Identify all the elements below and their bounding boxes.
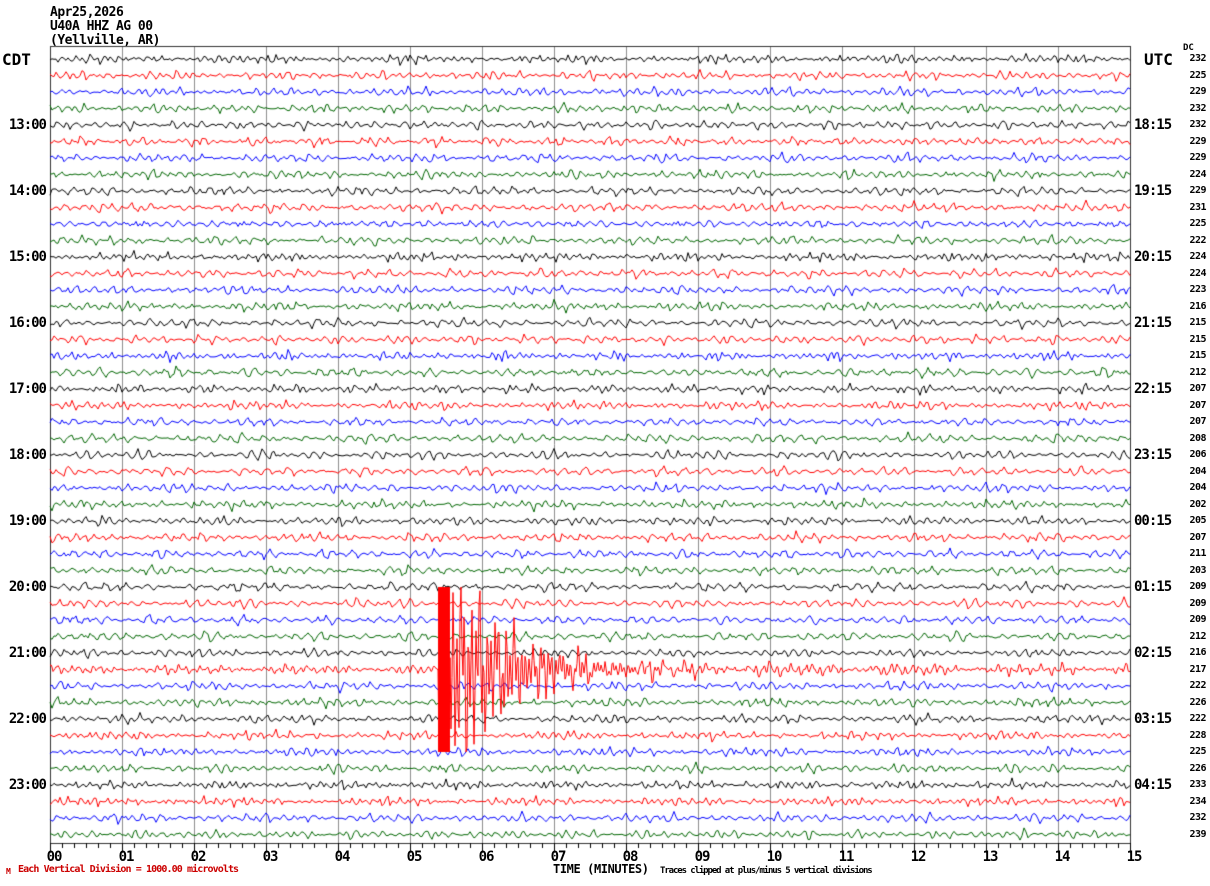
dc-value: 216 (1189, 300, 1206, 312)
x-tick-label: 02 (190, 849, 207, 865)
left-time-label: 20:00 (8, 579, 47, 595)
x-tick-label: 13 (982, 849, 999, 865)
x-tick-label: 05 (406, 849, 423, 865)
left-time-label: 17:00 (8, 381, 47, 397)
dc-value: 217 (1189, 663, 1206, 675)
dc-value: 232 (1189, 812, 1206, 823)
dc-value: 225 (1189, 746, 1206, 757)
dc-value: 222 (1189, 680, 1206, 691)
dc-value: 209 (1189, 581, 1206, 592)
dc-value: 222 (1189, 234, 1206, 246)
dc-value: 202 (1189, 498, 1206, 510)
x-tick-label: 01 (118, 849, 135, 865)
x-tick-label: 10 (766, 849, 783, 865)
left-axis-label: CDT (2, 50, 31, 69)
dc-value: 203 (1189, 564, 1206, 576)
left-time-label: 15:00 (8, 249, 47, 265)
x-tick-label: 03 (262, 849, 279, 865)
dc-value: 233 (1189, 779, 1206, 790)
x-tick-label: 06 (478, 849, 495, 865)
header-location: (Yellville, AR) (50, 33, 160, 48)
x-tick-label: 07 (550, 849, 567, 865)
right-axis-label: UTC (1144, 50, 1173, 69)
x-tick-label: 14 (1054, 849, 1071, 865)
right-time-label: 20:15 (1134, 249, 1172, 265)
x-tick-label: 00 (46, 849, 63, 865)
right-time-label: 23:15 (1134, 447, 1172, 463)
left-time-label: 14:00 (8, 183, 47, 199)
x-tick-label: 15 (1126, 849, 1143, 865)
dc-value: 207 (1189, 531, 1206, 543)
dc-value: 207 (1189, 399, 1206, 411)
dc-value: 229 (1189, 86, 1206, 97)
header-date: Apr25,2026 (50, 5, 124, 20)
dc-value: 215 (1189, 350, 1206, 361)
dc-value: 223 (1189, 284, 1206, 295)
dc-value: 206 (1189, 449, 1206, 460)
x-tick-label: 04 (334, 849, 351, 865)
dc-value: 232 (1189, 119, 1206, 130)
right-time-label: 21:15 (1134, 315, 1172, 331)
dc-value: 232 (1189, 102, 1206, 114)
right-time-label: 01:15 (1134, 579, 1172, 595)
dc-value: 229 (1189, 135, 1206, 147)
dc-value: 204 (1189, 482, 1206, 493)
dc-value: 224 (1189, 251, 1206, 262)
dc-value: 207 (1189, 383, 1206, 394)
dc-value: 212 (1189, 366, 1206, 378)
x-tick-label: 09 (694, 849, 711, 865)
dc-value: 209 (1189, 614, 1206, 625)
dc-value: 222 (1189, 713, 1206, 724)
dc-value: 234 (1189, 795, 1206, 807)
right-time-label: 03:15 (1134, 711, 1172, 727)
right-time-label: 02:15 (1134, 645, 1172, 661)
clip-note: Traces clipped at plus/minus 5 vertical … (660, 866, 873, 876)
left-time-label: 22:00 (8, 711, 47, 727)
dc-value: 205 (1189, 515, 1206, 526)
dc-value: 224 (1189, 168, 1206, 180)
dc-value: 215 (1189, 317, 1206, 328)
right-time-label: 19:15 (1134, 183, 1172, 199)
dc-value: 224 (1189, 267, 1206, 279)
dc-value: 226 (1189, 696, 1206, 708)
left-time-label: 23:00 (8, 777, 47, 793)
x-tick-label: 12 (910, 849, 927, 865)
dc-column-header: DC (1183, 43, 1194, 53)
dc-value: 215 (1189, 333, 1206, 345)
right-time-label: 04:15 (1134, 777, 1172, 793)
dc-value: 208 (1189, 432, 1206, 444)
x-axis-title: TIME (MINUTES) (553, 862, 649, 876)
left-time-label: 19:00 (8, 513, 47, 529)
right-time-label: 22:15 (1134, 381, 1172, 397)
dc-value: 228 (1189, 729, 1206, 741)
dc-value: 225 (1189, 218, 1206, 229)
dc-value: 216 (1189, 647, 1206, 658)
dc-value: 231 (1189, 201, 1206, 213)
x-tick-label: 11 (838, 849, 855, 865)
dc-value: 212 (1189, 630, 1206, 642)
dc-value: 204 (1189, 465, 1206, 477)
left-time-label: 16:00 (8, 315, 47, 331)
dc-value: 225 (1189, 69, 1206, 81)
left-time-label: 21:00 (8, 645, 47, 661)
dc-value: 229 (1189, 185, 1206, 196)
dc-value: 229 (1189, 152, 1206, 163)
vertical-scale-note: Each Vertical Division = 1000.00 microvo… (18, 864, 239, 875)
dc-value: 226 (1189, 762, 1206, 774)
header-station: U40A HHZ AG 00 (50, 19, 153, 34)
right-time-label: 18:15 (1134, 117, 1172, 133)
left-time-label: 13:00 (8, 117, 47, 133)
right-time-label: 00:15 (1134, 513, 1172, 529)
dc-value: 207 (1189, 416, 1206, 427)
dc-value: 211 (1189, 548, 1206, 559)
left-time-label: 18:00 (8, 447, 47, 463)
dc-value: 209 (1189, 597, 1206, 609)
monitor-logo-glyph: M (6, 867, 11, 876)
dc-value: 232 (1189, 53, 1206, 64)
dc-value: 239 (1189, 828, 1206, 840)
x-tick-label: 08 (622, 849, 639, 865)
